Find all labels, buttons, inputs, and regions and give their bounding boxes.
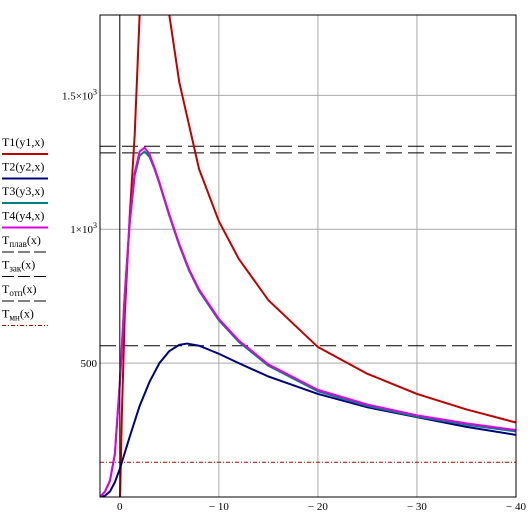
series-line-2 [100, 342, 516, 497]
legend-label: T3(y3,x) [2, 184, 44, 198]
legend-item-1: T1(y1,x) [2, 135, 48, 155]
y-tick-label: 1.5×103 [62, 87, 97, 102]
x-tick-labels: 0 − 10 − 20 − 30 − 40 [117, 501, 526, 513]
legend-label: Tмн(x) [2, 307, 34, 323]
legend-item-7: Tотп(x) [2, 282, 48, 302]
y-tick-labels: 500 1×103 1.5×103 [62, 87, 97, 370]
x-tick-label: − 10 [209, 501, 229, 513]
legend-label: Tотп(x) [2, 282, 36, 298]
plot-frame [99, 14, 517, 498]
legend-item-5: Tплав(x) [2, 233, 48, 253]
legend-label: Tплав(x) [2, 233, 41, 249]
legend-label: T4(y4,x) [2, 209, 44, 223]
series-line-3 [100, 150, 516, 497]
legend-item-4: T4(y4,x) [2, 209, 48, 229]
x-tick-label: − 40 [506, 501, 526, 513]
legend: T1(y1,x) T2(y2,x) T3(y3,x) T4(y4,x) Tплав(x)… [2, 135, 48, 326]
legend-item-2: T2(y2,x) [2, 160, 48, 180]
legend-label: Tзак(x) [2, 258, 35, 274]
y-tick-label: 1×103 [70, 221, 97, 236]
reference-lines [100, 145, 516, 463]
x-tick-label: 0 [117, 501, 123, 513]
series-line-4 [100, 146, 516, 497]
x-tick-label: − 20 [308, 501, 328, 513]
x-tick-label: − 30 [407, 501, 427, 513]
legend-item-6: Tзак(x) [2, 258, 48, 277]
legend-label: T2(y2,x) [2, 160, 44, 174]
legend-item-3: T3(y3,x) [2, 184, 48, 204]
legend-item-8: Tмн(x) [2, 307, 48, 326]
legend-label: T1(y1,x) [2, 135, 44, 149]
series-lines [100, 15, 516, 497]
plot-border [99, 14, 517, 498]
y-tick-label: 500 [81, 358, 98, 370]
